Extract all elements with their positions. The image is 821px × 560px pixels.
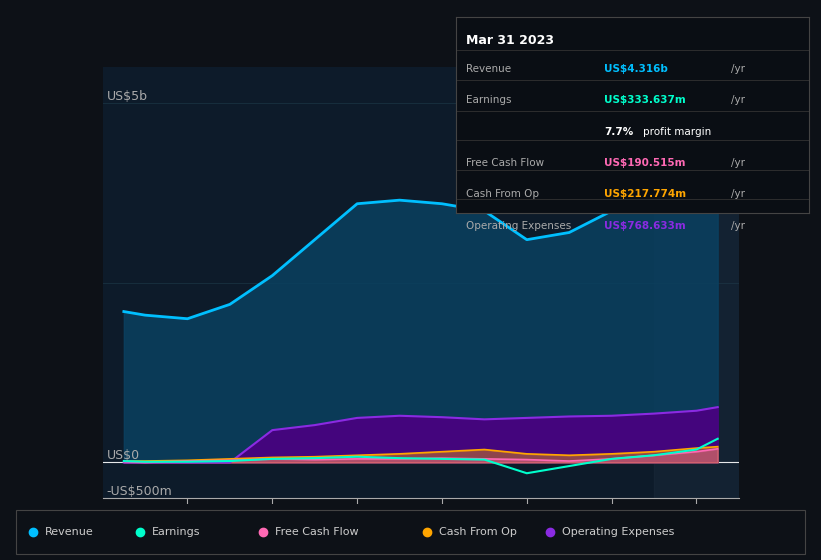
Text: US$4.316b: US$4.316b — [604, 64, 667, 74]
Text: profit margin: profit margin — [643, 127, 711, 137]
Text: US$190.515m: US$190.515m — [604, 158, 686, 168]
Text: Operating Expenses: Operating Expenses — [466, 221, 571, 231]
Text: US$0: US$0 — [107, 450, 140, 463]
Text: US$768.633m: US$768.633m — [604, 221, 686, 231]
Text: Free Cash Flow: Free Cash Flow — [466, 158, 544, 168]
Text: 7.7%: 7.7% — [604, 127, 633, 137]
Text: -US$500m: -US$500m — [107, 486, 172, 498]
Text: /yr: /yr — [731, 189, 745, 199]
Text: US$217.774m: US$217.774m — [604, 189, 686, 199]
Text: Earnings: Earnings — [152, 527, 200, 537]
Text: /yr: /yr — [731, 221, 745, 231]
Bar — [654, 67, 739, 498]
Text: Revenue: Revenue — [466, 64, 511, 74]
Text: /yr: /yr — [731, 64, 745, 74]
Text: Free Cash Flow: Free Cash Flow — [275, 527, 359, 537]
Text: US$5b: US$5b — [107, 90, 148, 103]
Text: /yr: /yr — [731, 95, 745, 105]
Text: Operating Expenses: Operating Expenses — [562, 527, 675, 537]
Text: US$333.637m: US$333.637m — [604, 95, 686, 105]
Text: Revenue: Revenue — [45, 527, 94, 537]
Text: Mar 31 2023: Mar 31 2023 — [466, 35, 554, 48]
Text: /yr: /yr — [731, 158, 745, 168]
Text: Earnings: Earnings — [466, 95, 511, 105]
Text: Cash From Op: Cash From Op — [466, 189, 539, 199]
Text: Cash From Op: Cash From Op — [439, 527, 517, 537]
